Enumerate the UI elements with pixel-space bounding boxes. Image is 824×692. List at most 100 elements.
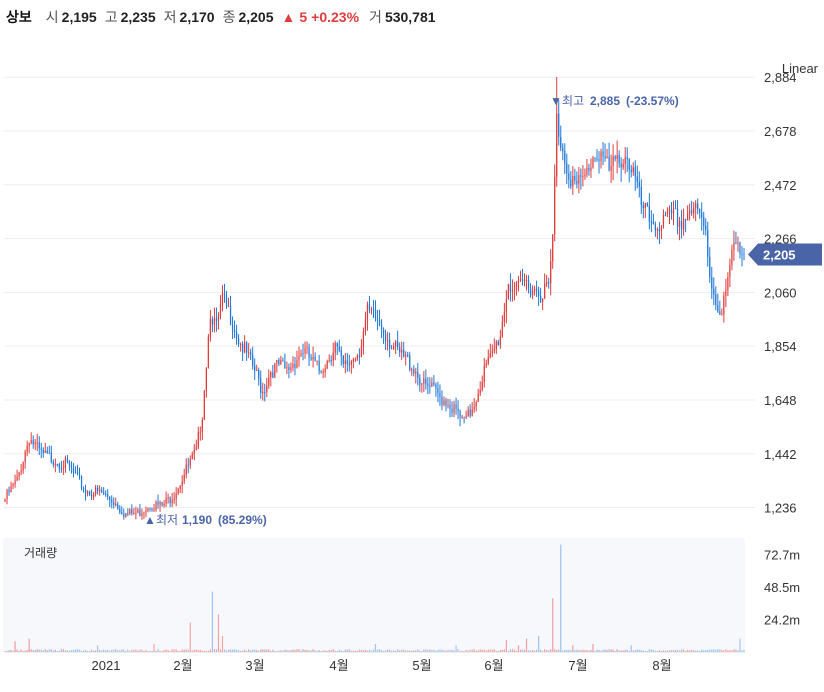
volume-title: 거래량: [24, 546, 57, 560]
candle-body: [107, 494, 109, 497]
volume-bar: [70, 650, 73, 652]
high-label: 고: [104, 9, 118, 25]
candle-body: [54, 463, 56, 465]
candle-body: [316, 360, 318, 362]
candle-body: [511, 290, 514, 292]
volume-bar: [44, 649, 46, 652]
volume-bar: [431, 650, 433, 652]
volume-bar: [74, 649, 77, 652]
volume-bar: [717, 649, 719, 652]
volume-bar: [376, 649, 379, 652]
volume-tick-label: 48.5m: [764, 580, 800, 595]
volume-bar: [207, 650, 209, 652]
candle-body: [276, 360, 278, 364]
candle-body: [300, 353, 302, 357]
volume-bar: [250, 650, 252, 652]
open-value: 2,195: [61, 9, 97, 25]
volume-bar: [465, 649, 467, 652]
volume-bar: [66, 650, 69, 652]
time-tick-label: 2월: [173, 658, 192, 673]
volume-bar: [121, 649, 123, 652]
volume-bar: [731, 650, 733, 652]
volume-bar: [622, 650, 624, 652]
candle-body: [626, 157, 628, 160]
candle-body: [429, 385, 431, 387]
candle-body: [606, 156, 608, 159]
candle-body: [52, 461, 54, 465]
candle-body: [266, 385, 268, 393]
volume-bar: [725, 649, 727, 652]
candle-body: [352, 359, 354, 362]
candle-body: [427, 383, 429, 386]
volume-bar: [258, 650, 260, 652]
volume-bar: [493, 649, 495, 652]
candle-body: [94, 487, 97, 494]
volume-bar: [12, 650, 14, 652]
candle-body: [457, 408, 459, 412]
volume-bar: [101, 650, 103, 652]
candle-body: [421, 383, 423, 385]
candle-body: [181, 481, 183, 486]
candle-body: [358, 355, 361, 357]
volume-bar: [687, 649, 689, 652]
volume-bar: [378, 649, 381, 652]
volume-bar: [239, 650, 242, 652]
candle-body: [598, 159, 600, 162]
volume-bar: [479, 649, 481, 652]
candle-body: [105, 494, 107, 496]
candle-body: [489, 353, 491, 358]
volume-bar: [674, 649, 677, 652]
candle-body: [64, 458, 67, 468]
volume-bar: [519, 649, 522, 652]
volume-bar: [447, 649, 449, 652]
candle-body: [233, 330, 236, 333]
candle-body: [628, 159, 630, 170]
volume-bar: [423, 649, 425, 652]
volume-bar: [26, 649, 28, 652]
candle-body: [445, 400, 447, 406]
volume-bar: [97, 645, 99, 652]
candle-body: [209, 319, 212, 337]
volume-bar: [457, 649, 459, 652]
candle-body: [38, 442, 40, 449]
candle-body: [495, 341, 497, 349]
volume-bar: [95, 650, 97, 652]
candle-body: [701, 212, 703, 218]
candle-body: [501, 321, 503, 337]
candle-body: [78, 472, 81, 477]
candle-body: [447, 404, 449, 406]
volume-bar: [540, 649, 542, 652]
volume-bar: [455, 645, 457, 652]
volume-bar: [562, 650, 564, 652]
volume-bar: [16, 649, 18, 652]
volume-bar: [735, 649, 737, 652]
candle-body: [133, 512, 135, 514]
volume-bar: [407, 650, 409, 652]
volume-bar: [443, 650, 445, 652]
candle-body: [632, 167, 634, 173]
volume-bar: [129, 650, 131, 652]
candle-body: [296, 360, 298, 369]
candle-body: [618, 155, 620, 164]
volume-bar: [34, 650, 36, 652]
candle-body: [155, 501, 157, 510]
volume-bar: [252, 649, 254, 652]
volume-bar: [215, 649, 218, 652]
candle-body: [473, 406, 475, 410]
scale-mode-toggle[interactable]: Linear: [781, 61, 818, 76]
volume-bar: [682, 649, 685, 652]
candle-body: [272, 372, 274, 378]
candle-body: [491, 350, 493, 354]
volume-bar: [415, 650, 417, 652]
candle-body: [344, 360, 346, 364]
volume-bar: [149, 650, 151, 652]
candle-body: [717, 304, 719, 312]
volume-bar: [737, 650, 739, 652]
volume-bar: [721, 650, 723, 652]
volume-bar: [290, 650, 292, 652]
candle-body: [213, 318, 216, 325]
candle-body: [566, 163, 568, 174]
volume-bar: [741, 649, 743, 652]
volume-bar: [38, 649, 40, 652]
